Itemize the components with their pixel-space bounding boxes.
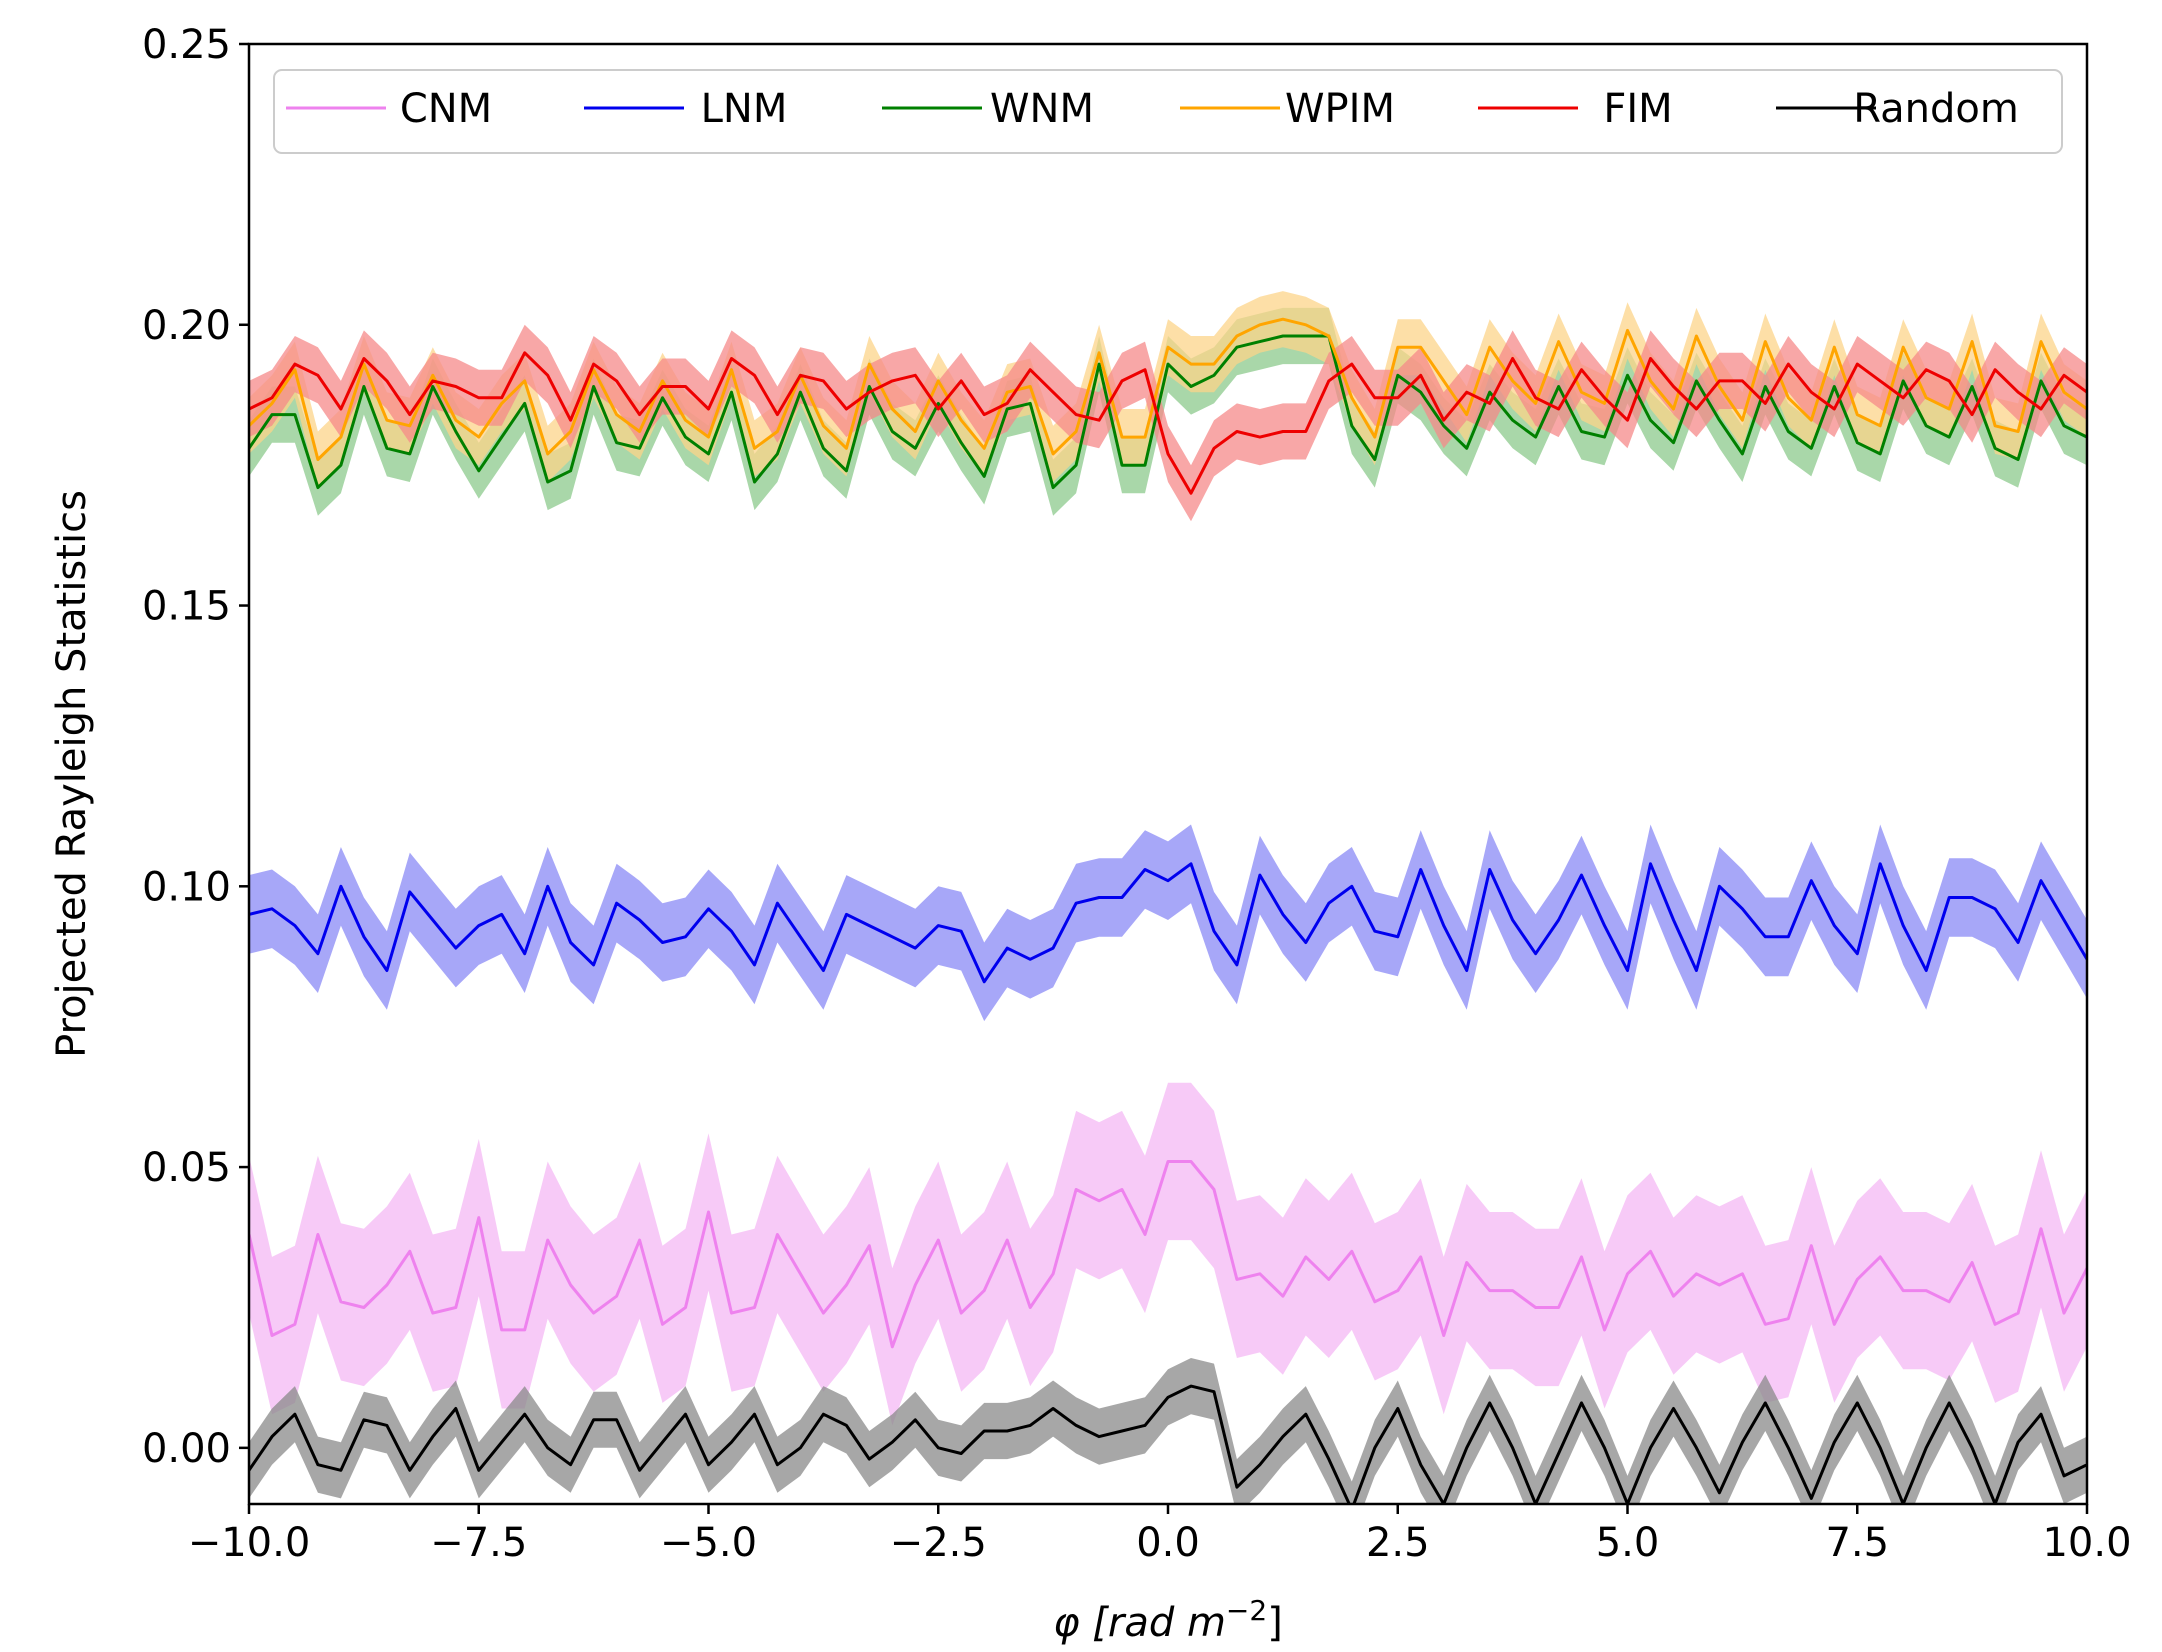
x-axis-label-sup: −2 [1226,1594,1267,1627]
x-axis-label-close: ] [1267,1600,1283,1646]
fim-line [249,351,2087,495]
x-tick-label: 5.0 [1596,1520,1660,1566]
cnm-band [249,1082,2087,1426]
series-lines [249,317,2087,1504]
axis-ticks: −10.0 −7.5 −5.0 −2.5 0.0 2.5 5.0 7.5 10.0 0.00 0.0… [142,22,2132,1566]
legend-label-wnm: WNM [990,86,1094,132]
y-tick-label: 0.15 [142,584,231,630]
x-tick-label: 0.0 [1136,1520,1200,1566]
legend-frame [273,69,2063,154]
legend-label-wpim: WPIM [1285,86,1395,132]
x-tick-label: 7.5 [1825,1520,1889,1566]
y-tick-label: 0.05 [142,1145,231,1191]
x-tick-label: −10.0 [188,1520,311,1566]
wnm-line [249,334,2087,490]
legend-label-random: Random [1853,86,2019,132]
random-line [249,1384,2087,1504]
x-tick-label: 10.0 [2042,1520,2131,1566]
x-tick-label: −2.5 [890,1520,987,1566]
wpim-line [249,317,2087,461]
legend-label-cnm: CNM [400,86,492,132]
x-tick-label: −7.5 [430,1520,527,1566]
x-tick-label: 2.5 [1366,1520,1430,1566]
x-axis-label-main: φ [rad m [1053,1600,1226,1646]
x-tick-label: −5.0 [660,1520,757,1566]
legend-label-fim: FIM [1603,86,1672,132]
random-band [249,1358,2087,1504]
y-axis-label: Projected Rayleigh Statistics [49,490,95,1058]
y-tick-label: 0.20 [142,303,231,349]
legend-label-lnm: LNM [701,86,788,132]
x-axis-label: φ [rad m−2] [1053,1594,1283,1646]
fim-band [249,324,2087,522]
legend: CNM LNM WNM WPIM FIM Random [273,69,2063,154]
lnm-line [249,862,2087,984]
cnm-line [249,1160,2087,1349]
y-tick-label: 0.10 [142,864,231,910]
y-tick-label: 0.00 [142,1426,231,1472]
plot-frame [247,42,2089,1506]
y-tick-label: 0.25 [142,22,231,68]
